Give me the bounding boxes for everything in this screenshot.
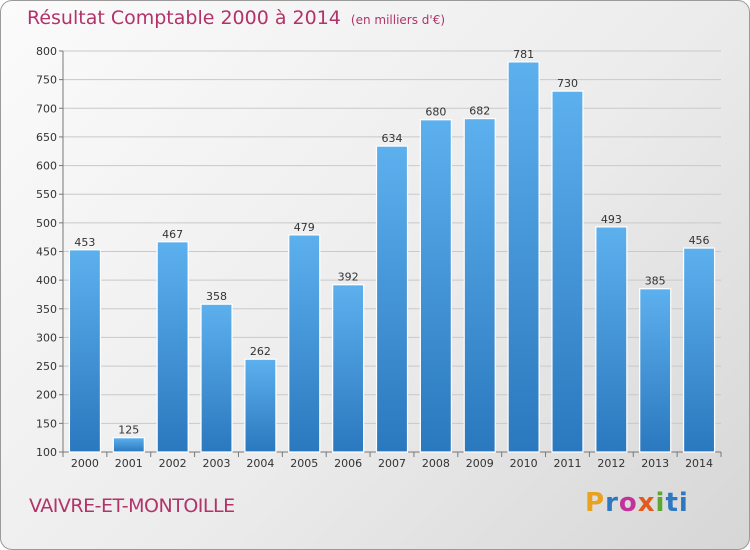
bar-value-label: 493: [601, 213, 622, 226]
logo-letter: i: [655, 488, 666, 518]
y-tick-label: 350: [36, 303, 57, 316]
x-tick-label: 2006: [334, 457, 362, 470]
x-tick-label: 2013: [641, 457, 669, 470]
bar: [332, 284, 365, 453]
bar-value-label: 262: [250, 345, 271, 358]
bar: [463, 117, 496, 453]
y-tick-label: 500: [36, 217, 57, 230]
bar: [639, 288, 672, 453]
bar: [112, 437, 145, 453]
bar-value-label: 385: [645, 275, 666, 288]
x-tick-label: 2010: [510, 457, 538, 470]
bar-value-label: 479: [294, 221, 315, 234]
bar: [288, 234, 321, 453]
x-tick-label: 2011: [553, 457, 581, 470]
bar: [244, 358, 277, 453]
bar: [156, 241, 189, 453]
chart-title-text: Résultat Comptable 2000 à 2014: [27, 7, 341, 29]
y-tick-label: 600: [36, 160, 57, 173]
x-tick-label: 2007: [378, 457, 406, 470]
bar-value-label: 634: [382, 132, 403, 145]
y-tick-label: 100: [36, 446, 57, 459]
logo-letter: r: [605, 488, 619, 518]
bar-value-label: 358: [206, 290, 227, 303]
bar-value-label: 125: [118, 424, 139, 437]
bars: 453 125 467 358 262 479 392 634 680 682 781 730 493 3…: [68, 48, 716, 453]
y-tick-label: 700: [36, 102, 57, 115]
bar-value-label: 730: [557, 77, 578, 90]
commune-name: VAIVRE-ET-MONTOILLE: [29, 495, 235, 517]
x-tick-label: 2004: [246, 457, 274, 470]
y-tick-label: 250: [36, 360, 57, 373]
x-tick-label: 2008: [422, 457, 450, 470]
bar-value-label: 680: [425, 106, 446, 119]
bar: [507, 61, 540, 453]
bar: [595, 226, 628, 453]
x-tick-label: 2012: [597, 457, 625, 470]
x-tick-label: 2003: [203, 457, 231, 470]
y-tick-label: 550: [36, 188, 57, 201]
y-tick-label: 750: [36, 74, 57, 87]
chart-title: Résultat Comptable 2000 à 2014 (en millie…: [27, 7, 445, 29]
bar: [419, 119, 452, 453]
bar-value-label: 781: [513, 48, 534, 61]
x-tick-label: 2001: [115, 457, 143, 470]
bar-value-label: 682: [469, 105, 490, 118]
x-tick-label: 2005: [290, 457, 318, 470]
y-tick-label: 800: [36, 45, 57, 58]
axes: 100 150 200 250 300 350 400 450 500 550 600 650 700 7…: [36, 45, 722, 470]
y-tick-label: 400: [36, 274, 57, 287]
y-tick-label: 300: [36, 331, 57, 344]
logo-letter: ti: [665, 488, 689, 518]
x-tick-label: 2009: [466, 457, 494, 470]
logo-letter: x: [637, 488, 656, 518]
bar: [682, 247, 716, 453]
bar: [200, 303, 233, 453]
bar: [551, 90, 584, 453]
y-tick-label: 200: [36, 389, 57, 402]
y-tick-label: 650: [36, 131, 57, 144]
bar-value-label: 456: [689, 234, 710, 247]
y-tick-label: 450: [36, 246, 57, 259]
bar-value-label: 467: [162, 228, 183, 241]
x-tick-label: 2002: [159, 457, 187, 470]
x-tick-label: 2000: [71, 457, 99, 470]
x-tick-label: 2014: [685, 457, 713, 470]
bar: [375, 145, 409, 453]
chart-subtitle: (en milliers d'€): [350, 13, 446, 27]
logo-letter: P: [585, 488, 606, 518]
proxiti-logo: Proxiti: [585, 488, 689, 518]
bar-value-label: 392: [338, 271, 359, 284]
logo-letter: o: [618, 488, 638, 518]
bar-value-label: 453: [74, 236, 95, 249]
y-tick-label: 150: [36, 417, 57, 430]
bar: [68, 249, 102, 453]
